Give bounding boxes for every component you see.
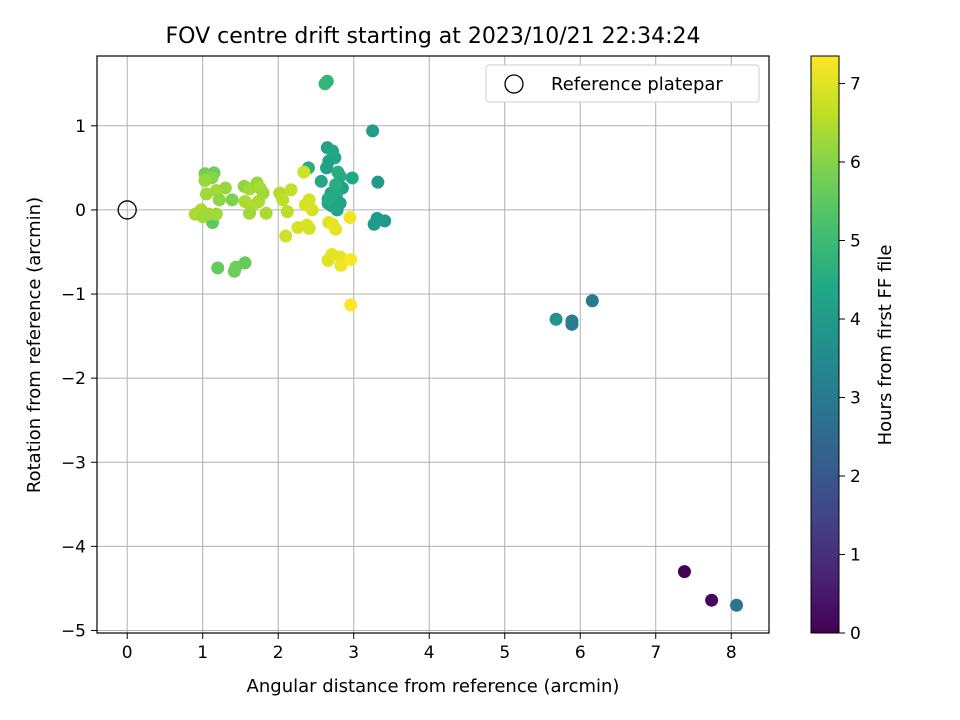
x-tick-label: 6 [575,643,586,663]
data-point [320,74,334,88]
colorbar-tick-label: 7 [850,74,861,94]
colorbar-tick-label: 5 [850,231,861,251]
x-tick-label: 5 [499,643,510,663]
legend-marker [504,74,524,94]
data-points [188,74,744,612]
x-tick-label: 2 [273,643,284,663]
colorbar-tick-label: 4 [850,310,861,330]
colorbar [810,55,840,634]
data-point [212,193,226,207]
data-point [329,178,343,192]
colorbar-tick-label: 3 [850,388,861,408]
colorbar-tick-label: 6 [850,153,861,173]
grid [97,56,769,633]
data-point [730,598,744,612]
y-tick-label: −3 [61,453,86,473]
data-point [345,171,359,185]
legend-entry-reference: Reference platepar [551,74,723,95]
data-point [243,206,257,220]
data-point [279,229,293,243]
x-tick-label: 8 [726,643,737,663]
colorbar-tick-label: 1 [850,545,861,565]
data-point [284,183,298,197]
y-tick-label: −1 [61,285,86,305]
y-tick-label: −2 [61,369,86,389]
data-point [366,124,380,138]
data-point [314,174,328,188]
x-tick-label: 1 [197,643,208,663]
data-point [344,253,358,267]
data-point [329,222,343,236]
data-point [227,264,241,278]
x-tick-label: 3 [348,643,359,663]
y-axis-label: Rotation from reference (arcmin) [24,197,45,493]
y-ticks: 1 0 −1 −2 −3 −4 −5 [61,117,97,641]
y-tick-label: −4 [61,537,86,557]
data-point [280,205,294,219]
data-point [196,210,210,224]
data-point [334,258,348,272]
x-ticks: 0 1 2 3 4 5 6 7 8 [122,633,737,663]
data-point [344,298,358,312]
colorbar-tick-label: 2 [850,467,861,487]
data-point [585,294,599,308]
x-tick-label: 4 [424,643,435,663]
data-point [565,314,579,328]
data-point [238,256,252,270]
data-point [198,173,212,187]
data-point [211,261,225,275]
data-point [305,203,319,217]
data-point [321,253,335,267]
y-tick-label: 1 [75,117,86,137]
data-point [330,203,344,217]
data-point [705,593,719,607]
data-point [259,206,273,220]
y-tick-label: 0 [75,201,86,221]
reference-platepar-marker [117,200,137,220]
data-point [367,217,381,231]
data-point [276,193,290,207]
data-point [297,165,311,179]
reference-layer [117,200,137,220]
colorbar-label: Hours from first FF file [875,245,896,446]
data-point [677,565,691,579]
x-tick-label: 7 [650,643,661,663]
data-point [371,175,385,189]
plot-frame [96,55,770,634]
y-tick-label: −5 [61,621,86,641]
colorbar-ticks: 0 1 2 3 4 5 6 7 [839,74,861,644]
data-point [549,312,563,326]
data-point [252,195,266,209]
data-point [302,221,316,235]
legend: Reference platepar [485,64,760,103]
data-point [321,192,335,206]
data-point [343,210,357,224]
x-tick-label: 0 [122,643,133,663]
data-point [320,161,334,175]
x-axis-label: Angular distance from reference (arcmin) [247,676,620,697]
data-point [225,193,239,207]
colorbar-tick-label: 0 [850,624,861,644]
data-point [199,187,213,201]
chart-title: FOV centre drift starting at 2023/10/21 … [166,24,701,49]
legend-box [485,64,760,103]
